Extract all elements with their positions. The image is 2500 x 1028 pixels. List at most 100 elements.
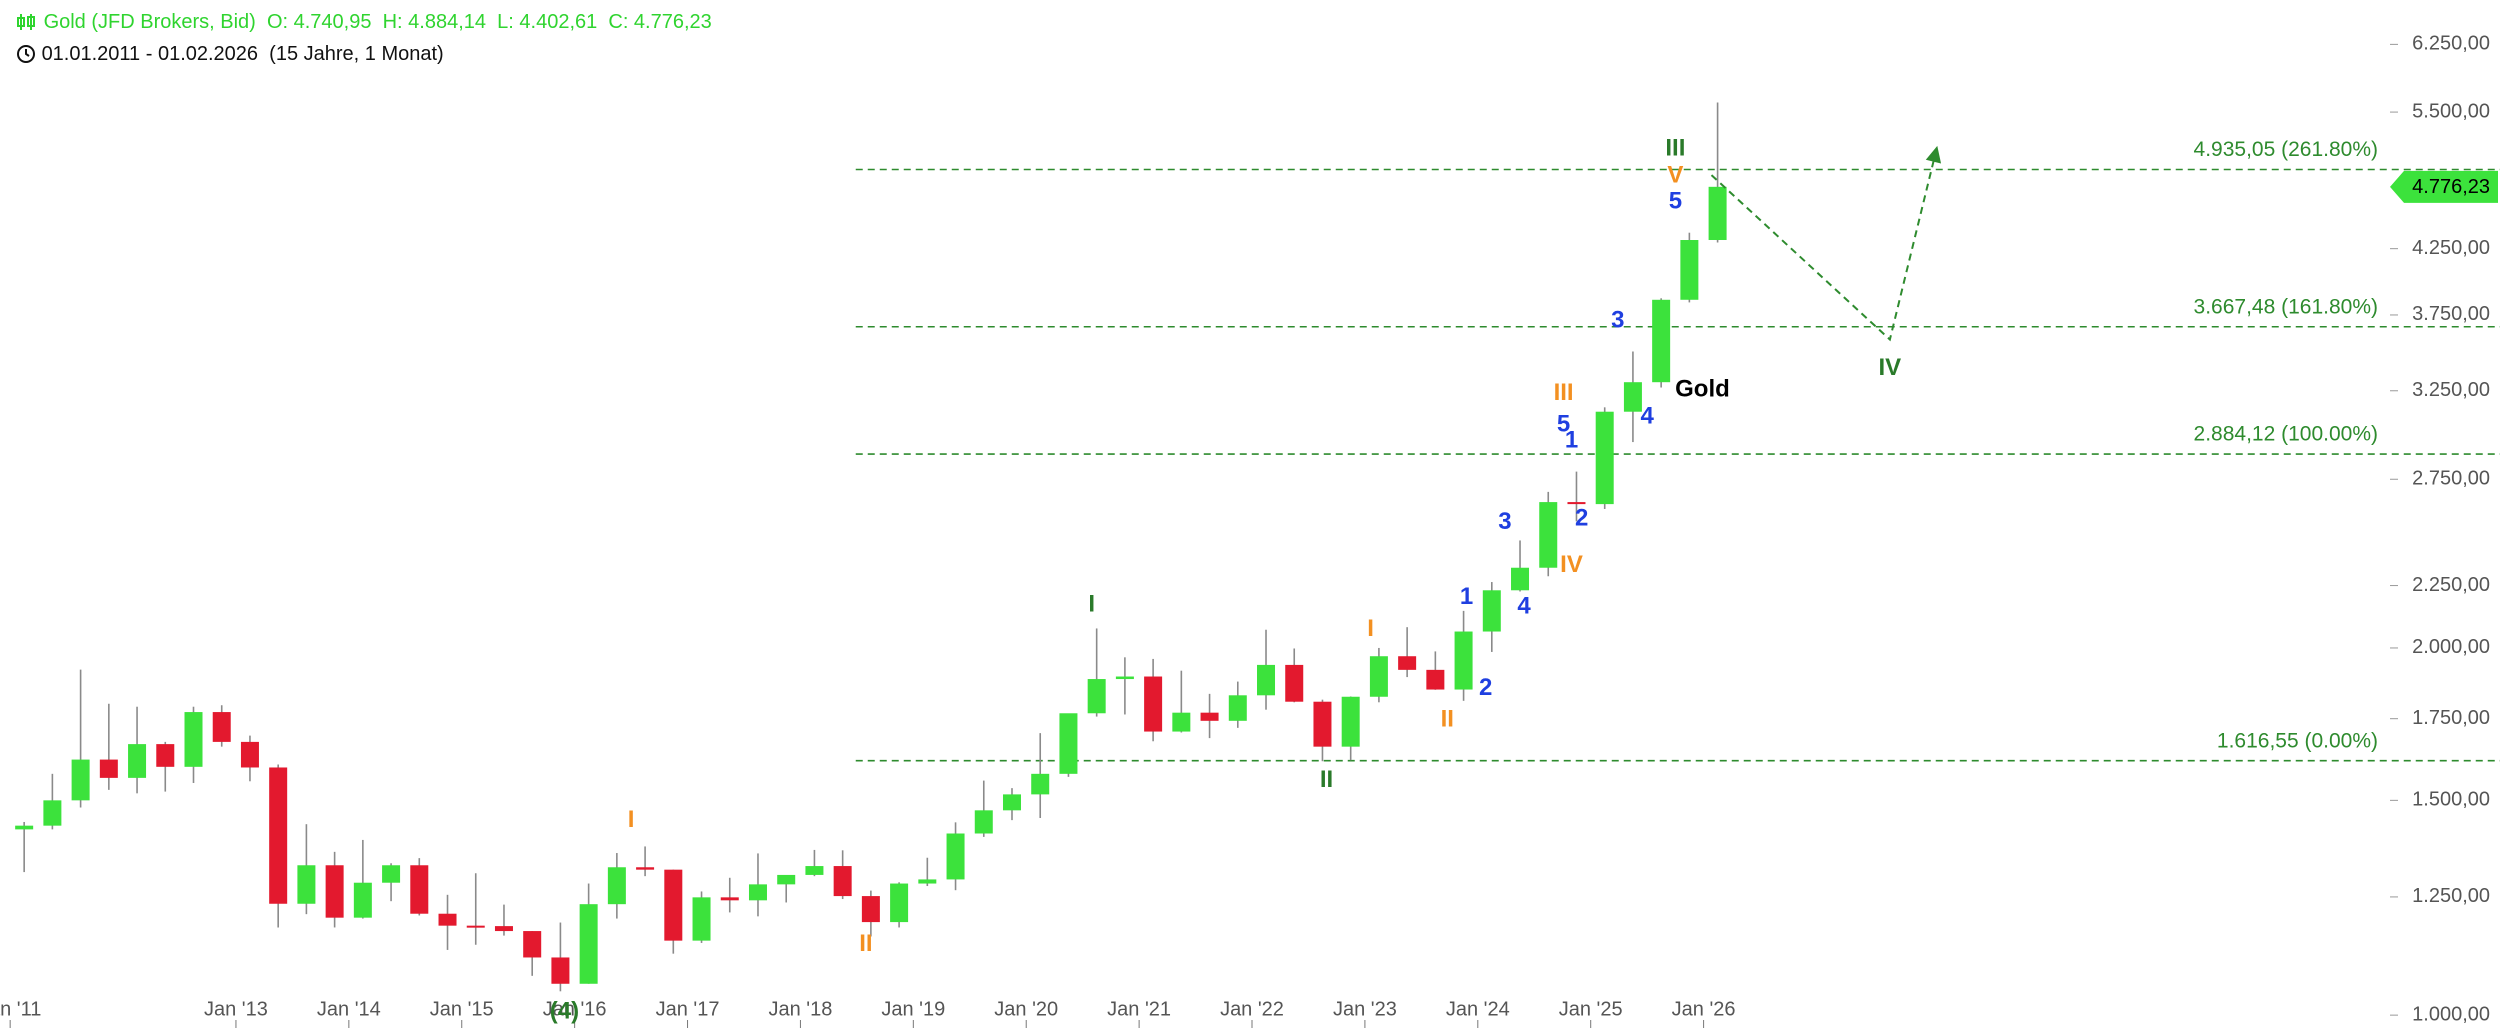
candle-body — [156, 744, 175, 767]
candle-body — [99, 759, 118, 778]
candle-body — [1285, 664, 1304, 702]
close: C: 4.776,23 — [608, 11, 712, 33]
low: L: 4.402,61 — [497, 11, 598, 33]
candle-body — [636, 867, 655, 870]
candle-body — [1144, 676, 1163, 732]
candle-body — [15, 825, 34, 830]
candle-body — [1341, 696, 1360, 747]
wave-label: III — [1554, 379, 1574, 406]
candle-body — [1228, 695, 1247, 721]
wave-label: 3 — [1498, 508, 1511, 535]
wave-label: 5 — [1557, 411, 1570, 438]
wave-label: 4 — [1517, 593, 1531, 620]
wave-label: Gold — [1675, 375, 1730, 402]
x-tick-label: Jan '14 — [317, 998, 381, 1020]
wave-label: I — [628, 806, 635, 833]
x-tick-label: Jan '16 — [543, 998, 607, 1020]
candle-body — [777, 874, 796, 885]
y-tick-label: 1.250,00 — [2412, 885, 2490, 907]
wave-label: 3 — [1611, 307, 1624, 334]
candle-body — [1623, 382, 1642, 412]
candle-body — [353, 882, 372, 918]
y-tick-label: 2.750,00 — [2412, 468, 2490, 490]
clock-icon — [17, 45, 35, 63]
candle-body — [466, 925, 485, 928]
projection-arrow — [1925, 145, 1942, 164]
x-tick-label: Jan '15 — [430, 998, 494, 1020]
candle-body — [805, 866, 824, 875]
fib-label: 1.616,55 (0.00%) — [2217, 729, 2378, 752]
wave-label: (4) — [550, 997, 579, 1024]
candle-body — [1002, 794, 1021, 811]
y-tick-label: 2.250,00 — [2412, 574, 2490, 596]
candle-body — [748, 884, 767, 901]
candle-body — [890, 883, 909, 923]
candle-body — [1680, 240, 1699, 300]
y-tick-label: 1.000,00 — [2412, 1003, 2490, 1025]
candle-body — [1454, 631, 1473, 690]
candle-body — [410, 865, 429, 914]
candle-body — [1200, 712, 1219, 721]
candle-body — [523, 931, 542, 958]
candle-body — [607, 867, 626, 905]
candle-body — [438, 913, 457, 926]
candle-body — [1031, 773, 1050, 795]
candle-body — [1172, 712, 1191, 732]
candle-body — [71, 759, 90, 801]
wave-label: 2 — [1575, 505, 1588, 532]
wave-label: IV — [1560, 551, 1583, 578]
candle-body — [128, 744, 147, 778]
wave-label: 5 — [1669, 187, 1682, 214]
candle-body — [551, 957, 570, 984]
date-range: 01.01.2011 - 01.02.2026 — [41, 43, 259, 65]
y-tick-label: 1.750,00 — [2412, 707, 2490, 729]
candle-body — [382, 865, 401, 883]
candle-body — [1595, 411, 1614, 505]
wave-label: II — [1320, 766, 1333, 793]
candle-body — [1708, 186, 1727, 241]
x-tick-label: Jan '22 — [1220, 998, 1284, 1020]
duration: (15 Jahre, 1 Monat) — [269, 43, 444, 65]
wave-label: IV — [1879, 354, 1902, 381]
fib-label: 3.667,48 (161.80%) — [2194, 295, 2378, 318]
wave-label: II — [859, 930, 872, 957]
x-tick-label: Jan '21 — [1107, 998, 1171, 1020]
wave-label: 1 — [1565, 427, 1578, 454]
candle-body — [946, 833, 965, 880]
x-tick-label: Jan '13 — [204, 998, 268, 1020]
candle-body — [1087, 679, 1106, 714]
wave-label: I — [1367, 615, 1374, 642]
y-tick-label: 3.250,00 — [2412, 379, 2490, 401]
open: O: 4.740,95 — [266, 11, 372, 33]
y-tick-label: 1.500,00 — [2412, 789, 2490, 811]
header-range: 01.01.2011 - 01.02.2026 (15 Jahre, 1 Mon… — [16, 40, 444, 66]
x-tick-label: Jan '26 — [1672, 998, 1736, 1020]
candle-body — [1652, 299, 1671, 383]
y-tick-label: 4.250,00 — [2412, 237, 2490, 259]
last-price-label: 4.776,23 — [2412, 176, 2490, 198]
last-price-tag — [2390, 170, 2498, 203]
candle-body — [325, 865, 344, 918]
high: H: 4.884,14 — [382, 11, 487, 33]
candle-body — [1398, 656, 1417, 670]
instrument: Gold (JFD Brokers, Bid) — [43, 11, 256, 33]
x-tick-label: Jan '25 — [1559, 998, 1623, 1020]
candle-body — [861, 896, 880, 923]
candle-body — [1511, 567, 1530, 591]
x-tick-label: Jan '18 — [768, 998, 832, 1020]
y-tick-label: 5.500,00 — [2412, 100, 2490, 122]
candle-body — [1426, 669, 1445, 690]
candle-body — [494, 926, 513, 932]
header-quote: Gold (JFD Brokers, Bid) O: 4.740,95 H: 4… — [16, 10, 712, 34]
candle-body — [1369, 656, 1388, 697]
candle-body — [720, 897, 739, 901]
candle-body — [1313, 701, 1332, 747]
candle-body — [43, 800, 62, 826]
fib-label: 4.935,05 (261.80%) — [2194, 138, 2378, 161]
x-tick-label: Jan '23 — [1333, 998, 1397, 1020]
candle-body — [297, 865, 316, 904]
candle-body — [240, 741, 259, 768]
y-tick-label: 6.250,00 — [2412, 33, 2490, 55]
